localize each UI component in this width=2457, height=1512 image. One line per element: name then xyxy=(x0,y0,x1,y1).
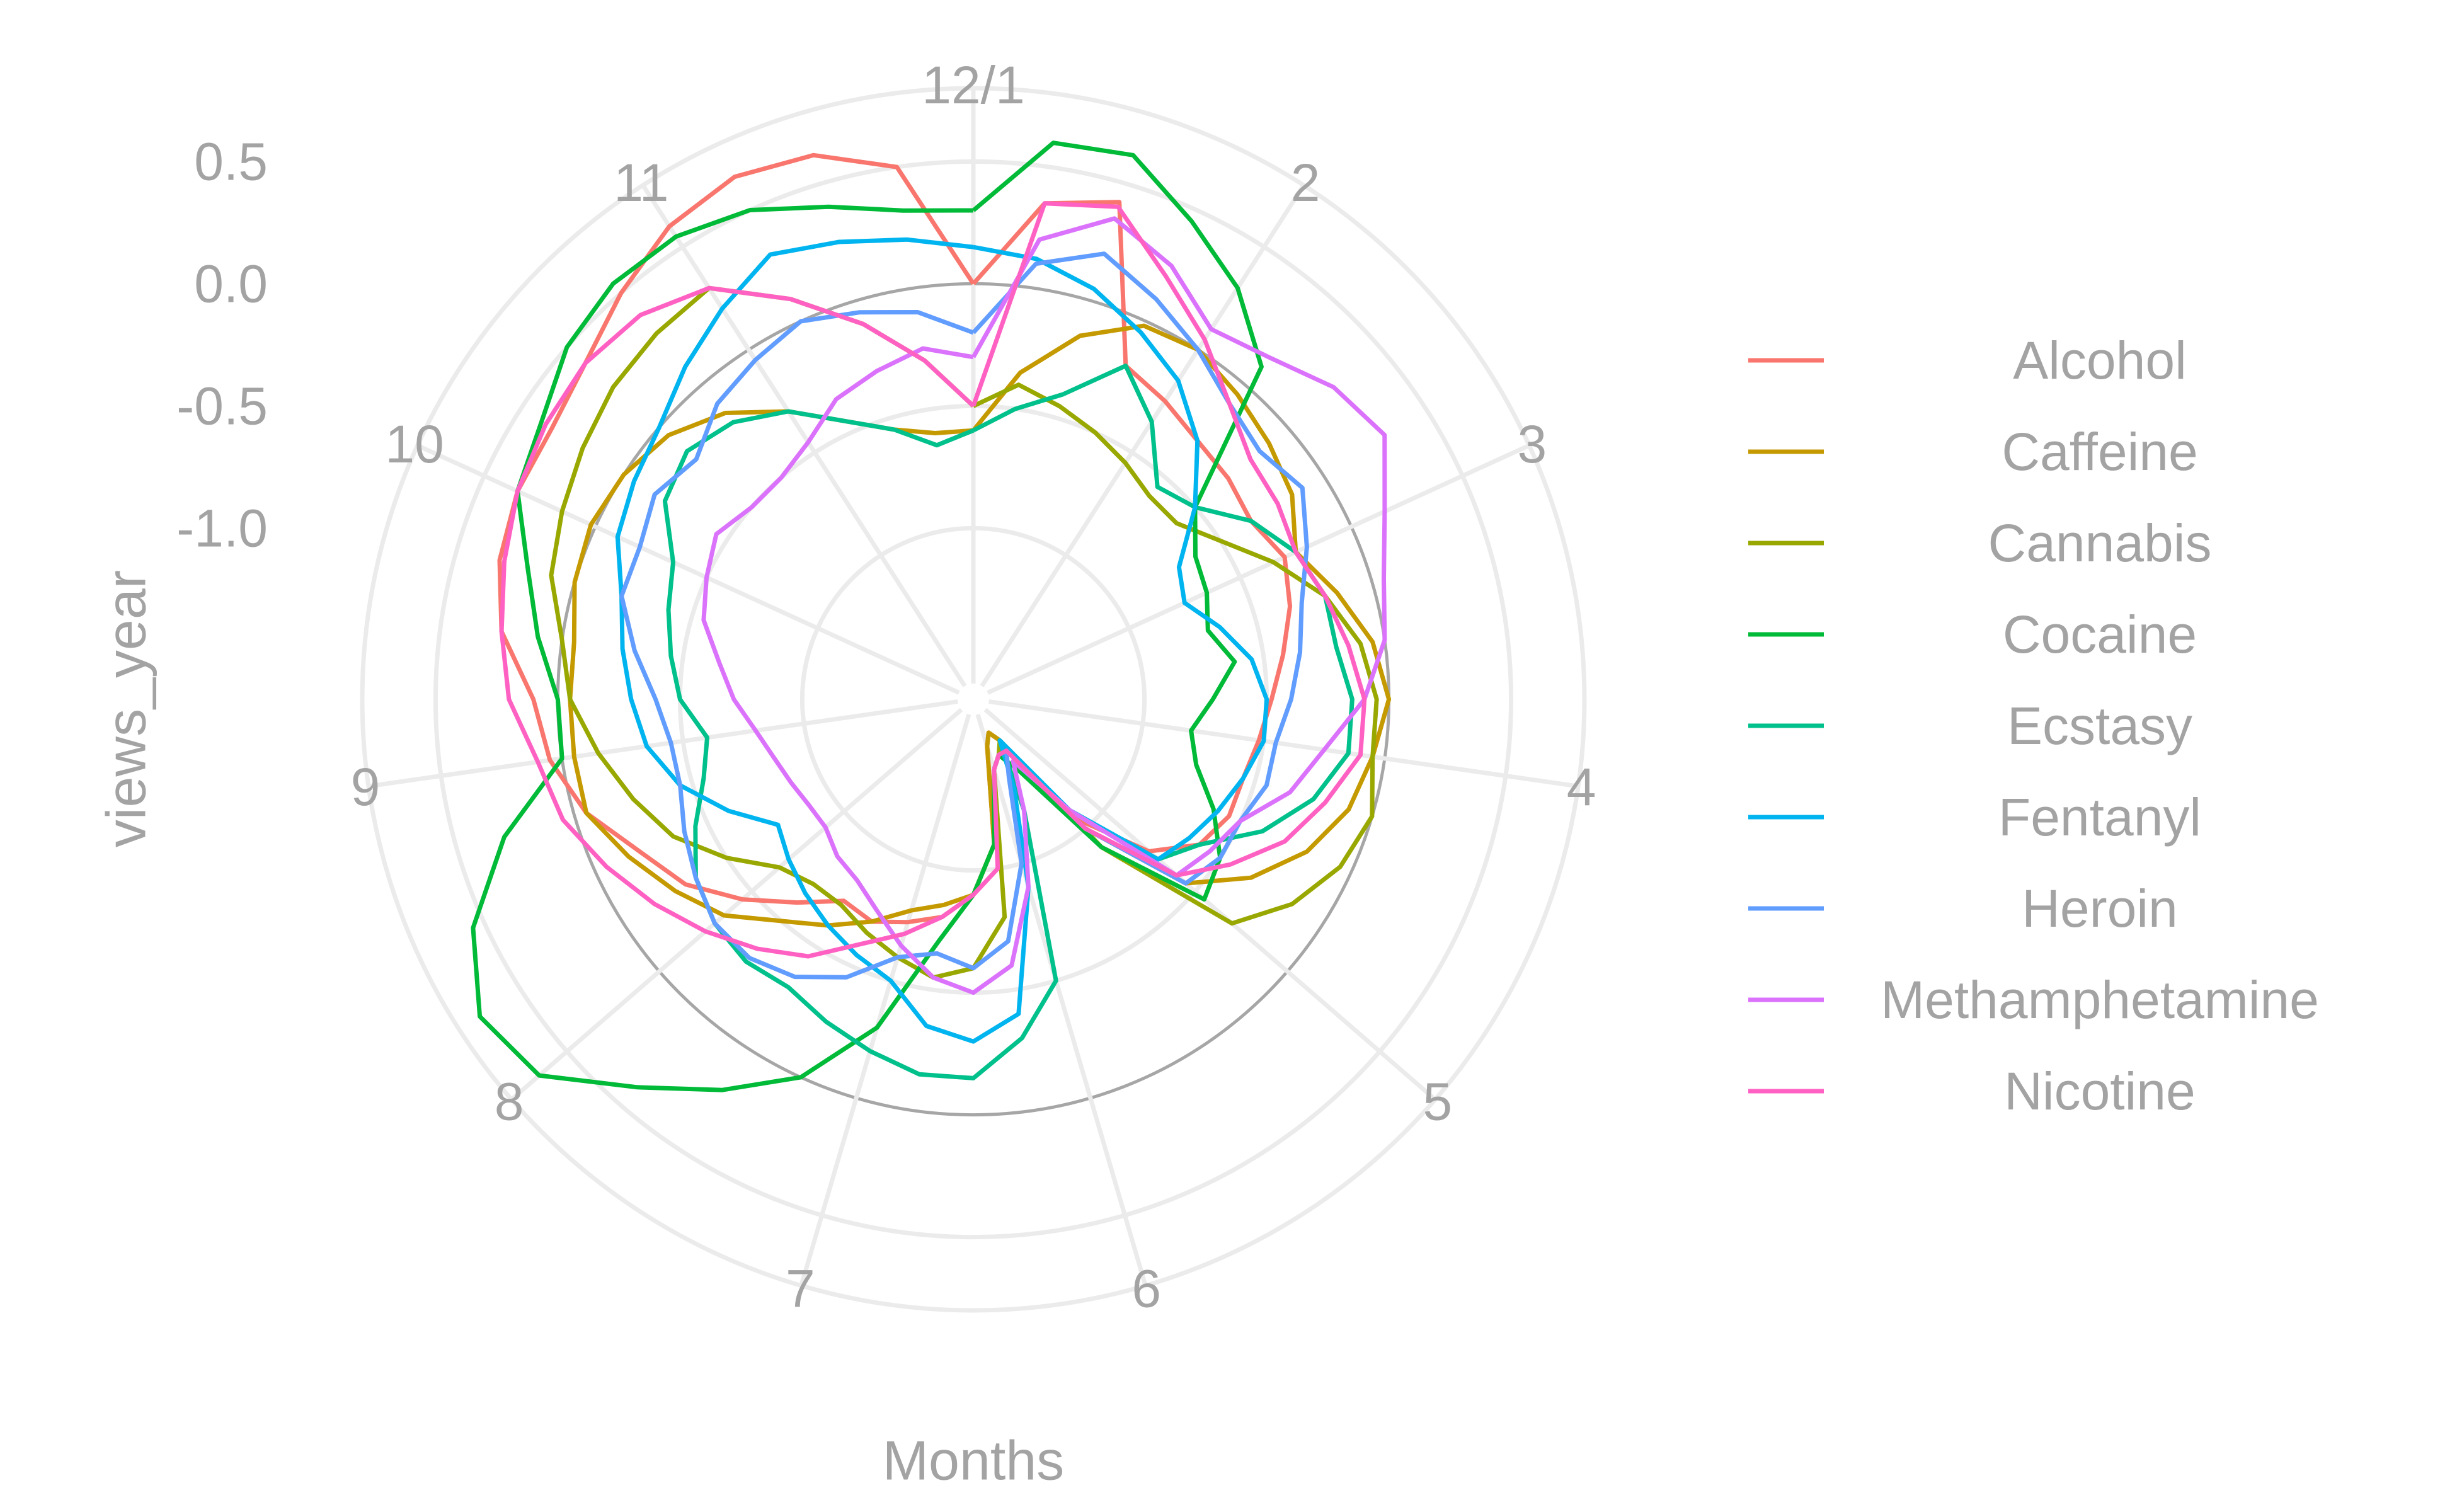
series-line-ecstasy xyxy=(662,364,1354,1080)
legend-label-5: Fentanyl xyxy=(1998,788,2201,847)
legend-item-fentanyl: Fentanyl xyxy=(1748,788,2201,847)
radial-axis-tick-labels: -1.0 -0.5 0.0 0.5 xyxy=(176,132,268,558)
series-lines xyxy=(471,140,1392,1092)
series-line-nicotine xyxy=(499,201,1367,959)
spoke-5 xyxy=(975,714,1148,1286)
series-line-heroin xyxy=(619,251,1309,980)
legend-item-methamphetamine: Methamphetamine xyxy=(1748,970,2319,1029)
legend-label-2: Cannabis xyxy=(1988,513,2212,573)
month-label-6: 7 xyxy=(786,1259,815,1319)
spoke-7 xyxy=(510,707,963,1101)
month-label-8: 9 xyxy=(351,757,381,816)
spoke-9 xyxy=(416,443,960,695)
month-label-9: 10 xyxy=(385,415,444,474)
month-label-2: 3 xyxy=(1518,415,1547,474)
month-label-7: 8 xyxy=(495,1072,524,1131)
series-line-methamphetamine xyxy=(701,216,1387,995)
y-tick-label-1: -0.5 xyxy=(176,376,268,435)
legend-item-alcohol: Alcohol xyxy=(1748,331,2187,390)
spoke-3 xyxy=(988,699,1579,789)
y-tick-label-3: 0.5 xyxy=(194,132,268,191)
month-label-3: 4 xyxy=(1567,757,1596,816)
polar-grid xyxy=(360,86,1587,1313)
legend-label-0: Alcohol xyxy=(2013,331,2187,390)
legend-label-4: Ecstasy xyxy=(2007,696,2192,755)
y-tick-label-2: 0.0 xyxy=(194,254,268,313)
legend-item-caffeine: Caffeine xyxy=(1748,422,2198,481)
series-line-fentanyl xyxy=(615,237,1269,1044)
legend-item-cocaine: Cocaine xyxy=(1748,605,2197,664)
spoke-1 xyxy=(980,184,1306,687)
legend-label-8: Nicotine xyxy=(2004,1062,2195,1121)
spoke-6 xyxy=(799,714,971,1286)
spoke-2 xyxy=(987,443,1530,695)
spoke-10 xyxy=(641,184,967,687)
legend-item-cannabis: Cannabis xyxy=(1748,513,2211,573)
spoke-4 xyxy=(983,707,1437,1101)
month-label-5: 6 xyxy=(1131,1259,1161,1319)
month-label-1: 2 xyxy=(1291,153,1320,212)
y-tick-label-0: -1.0 xyxy=(176,498,268,558)
month-label-0: 12/1 xyxy=(922,55,1025,115)
legend-item-heroin: Heroin xyxy=(1748,879,2178,938)
legend-item-nicotine: Nicotine xyxy=(1748,1062,2196,1121)
series-line-caffeine xyxy=(568,323,1392,928)
legend-item-ecstasy: Ecstasy xyxy=(1748,696,2192,755)
x-axis-title: Months xyxy=(883,1429,1065,1492)
legend-label-1: Caffeine xyxy=(2002,422,2197,481)
legend-label-7: Methamphetamine xyxy=(1881,970,2319,1029)
spoke-8 xyxy=(368,699,958,789)
month-label-4: 5 xyxy=(1423,1072,1452,1131)
legend-label-6: Heroin xyxy=(2022,879,2177,938)
y-axis-title: views_year xyxy=(95,570,158,847)
month-axis-labels: 12/1 2 3 4 5 6 7 8 9 10 11 xyxy=(351,55,1596,1319)
legend-label-3: Cocaine xyxy=(2003,605,2197,664)
month-label-10: 11 xyxy=(614,153,668,212)
legend: Alcohol Caffeine Cannabis Cocaine Ecstasy Fen… xyxy=(1748,331,2319,1121)
